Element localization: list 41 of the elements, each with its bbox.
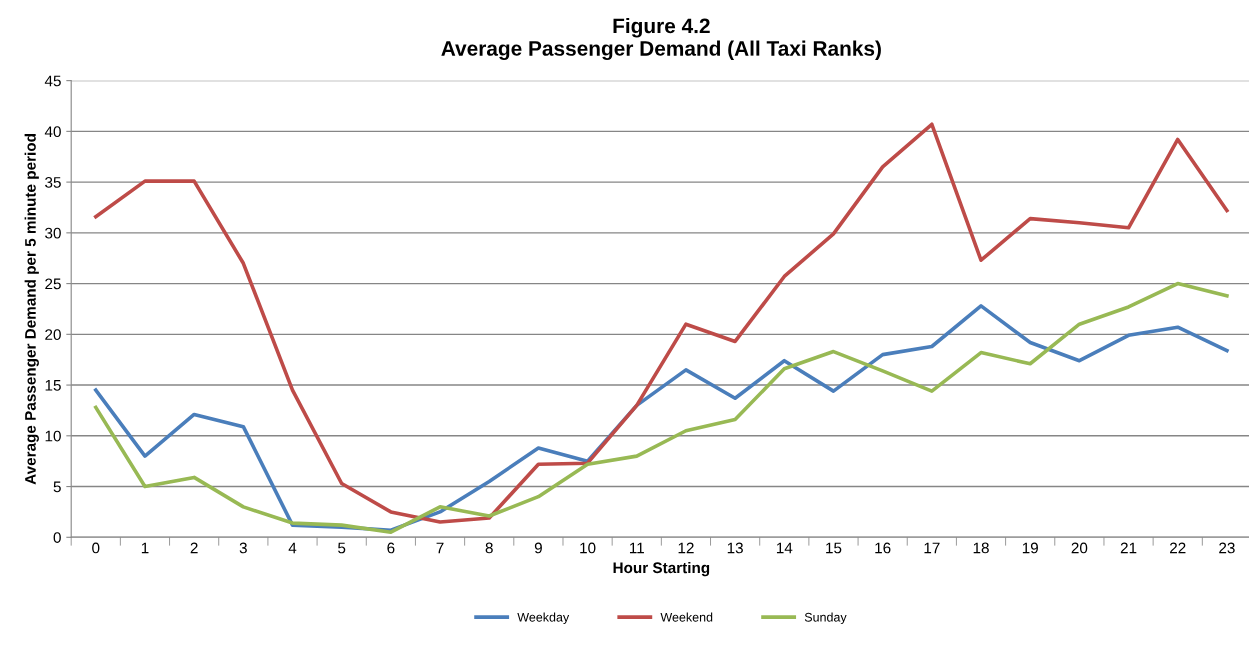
x-tick-label: 5	[338, 542, 346, 554]
x-tick-label: 23	[1219, 542, 1235, 554]
y-tick-label: 5	[53, 481, 61, 493]
x-tick-label: 19	[1022, 542, 1038, 554]
y-tick-label: 20	[45, 329, 61, 341]
y-tick-label: 15	[45, 380, 61, 391]
x-tick-label: 8	[485, 542, 493, 554]
x-tick-label: 9	[534, 542, 542, 554]
x-tick-label: 14	[776, 542, 793, 554]
x-tick-label: 6	[387, 542, 395, 554]
x-axis-title: Hour Starting	[613, 561, 710, 577]
x-tick-label: 7	[436, 542, 444, 554]
x-tick-label: 17	[924, 542, 940, 554]
x-tick-label: 18	[973, 542, 989, 554]
x-tick-label: 13	[727, 542, 743, 554]
y-tick-label: 10	[45, 430, 61, 442]
x-tick-label: 16	[875, 542, 891, 554]
x-tick-label: 12	[678, 542, 694, 554]
y-tick-label: 30	[45, 227, 61, 239]
y-tick-label: 25	[45, 278, 61, 290]
legend-label: Weekend	[660, 612, 713, 622]
x-tick-label: 20	[1071, 542, 1088, 554]
y-tick-label: 45	[44, 75, 61, 87]
y-tick-label: 35	[45, 176, 61, 188]
x-tick-label: 10	[580, 542, 596, 554]
x-tick-label: 21	[1120, 542, 1137, 554]
chart-title: Figure 4.2 Average Passenger Demand (All Taxi Ranks)	[441, 18, 881, 61]
x-tick-label: 1	[141, 542, 149, 554]
x-tick-label: 0	[92, 542, 100, 554]
legend-label: Sunday	[804, 612, 847, 625]
y-axis-title: Average Passenger Demand per 5 minute period	[24, 134, 39, 485]
x-tick-label: 22	[1170, 542, 1186, 554]
x-tick-label: 3	[239, 542, 247, 554]
x-tick-label: 15	[826, 542, 842, 554]
y-tick-label: 0	[53, 532, 61, 543]
x-tick-label: 2	[190, 542, 198, 554]
line-series	[93, 122, 1229, 524]
y-tick-label: 40	[44, 126, 61, 138]
x-tick-label: 11	[629, 542, 644, 554]
legend-label: Weekday	[517, 612, 570, 625]
x-tick-label: 4	[288, 542, 297, 554]
